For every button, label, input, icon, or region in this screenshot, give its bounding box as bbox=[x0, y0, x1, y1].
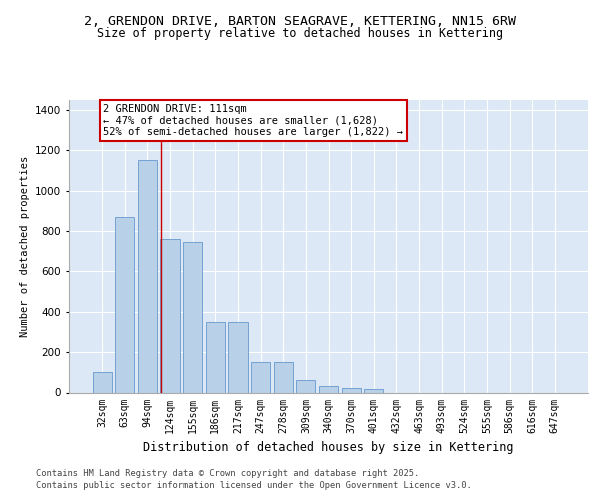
Bar bbox=[229, 322, 248, 392]
Bar bbox=[138, 160, 157, 392]
Y-axis label: Number of detached properties: Number of detached properties bbox=[20, 156, 29, 337]
Bar bbox=[251, 362, 270, 392]
Bar bbox=[183, 242, 202, 392]
Text: 2 GRENDON DRIVE: 111sqm
← 47% of detached houses are smaller (1,628)
52% of semi: 2 GRENDON DRIVE: 111sqm ← 47% of detache… bbox=[103, 104, 403, 137]
Text: Contains HM Land Registry data © Crown copyright and database right 2025.: Contains HM Land Registry data © Crown c… bbox=[36, 469, 419, 478]
Bar bbox=[364, 390, 383, 392]
Text: 2, GRENDON DRIVE, BARTON SEAGRAVE, KETTERING, NN15 6RW: 2, GRENDON DRIVE, BARTON SEAGRAVE, KETTE… bbox=[84, 15, 516, 28]
Bar bbox=[206, 322, 225, 392]
Bar bbox=[160, 239, 180, 392]
Bar bbox=[92, 372, 112, 392]
Text: Contains public sector information licensed under the Open Government Licence v3: Contains public sector information licen… bbox=[36, 481, 472, 490]
Bar bbox=[274, 362, 293, 392]
Text: Size of property relative to detached houses in Kettering: Size of property relative to detached ho… bbox=[97, 28, 503, 40]
Bar bbox=[319, 386, 338, 392]
Bar bbox=[341, 388, 361, 392]
X-axis label: Distribution of detached houses by size in Kettering: Distribution of detached houses by size … bbox=[143, 441, 514, 454]
Bar bbox=[296, 380, 316, 392]
Bar bbox=[115, 217, 134, 392]
